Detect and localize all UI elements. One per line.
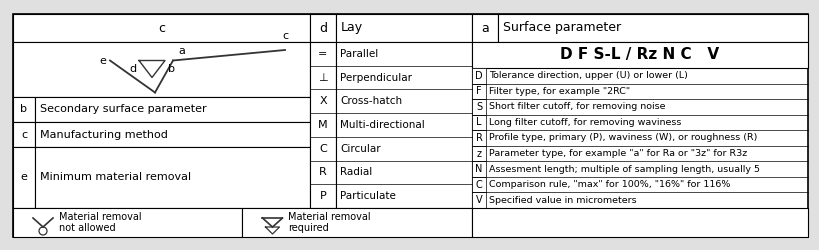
Bar: [13, 97, 35, 122]
Bar: [13, 42, 310, 97]
Text: b: b: [20, 104, 28, 115]
Text: Material removal
not allowed: Material removal not allowed: [59, 212, 142, 233]
Text: b: b: [168, 64, 174, 74]
Bar: [13, 147, 35, 208]
Bar: [13, 122, 35, 147]
Bar: [472, 115, 486, 130]
Text: Minimum material removal: Minimum material removal: [40, 172, 191, 182]
Bar: [310, 42, 336, 208]
Bar: [13, 208, 242, 237]
Text: z: z: [476, 148, 481, 158]
Text: Perpendicular: Perpendicular: [340, 72, 411, 83]
Bar: [472, 177, 486, 192]
Text: C: C: [319, 144, 327, 154]
Bar: [35, 122, 310, 147]
Bar: [336, 14, 472, 42]
Text: c: c: [158, 22, 165, 35]
Text: Profile type, primary (P), waviness (W), or roughness (R): Profile type, primary (P), waviness (W),…: [488, 134, 757, 142]
Text: Specified value in micrometers: Specified value in micrometers: [488, 196, 636, 205]
Text: C: C: [475, 180, 482, 190]
Bar: [13, 14, 310, 42]
Text: Parallel: Parallel: [340, 49, 378, 59]
Text: Filter type, for example "2RC": Filter type, for example "2RC": [488, 87, 629, 96]
Bar: [472, 99, 486, 115]
Bar: [472, 208, 807, 237]
Text: Secondary surface parameter: Secondary surface parameter: [40, 104, 206, 115]
Bar: [472, 42, 807, 68]
Text: N: N: [475, 164, 482, 174]
Text: Comparison rule, "max" for 100%, "16%" for 116%: Comparison rule, "max" for 100%, "16%" f…: [488, 180, 730, 189]
Bar: [35, 97, 310, 122]
Text: Lay: Lay: [341, 22, 363, 35]
Text: ⊥: ⊥: [318, 72, 328, 83]
Text: V: V: [475, 195, 482, 205]
Text: D F S-L / Rz N C   V: D F S-L / Rz N C V: [559, 48, 719, 62]
Text: P: P: [319, 191, 326, 201]
Text: S: S: [475, 102, 482, 112]
Text: D: D: [474, 71, 482, 81]
Text: Material removal
required: Material removal required: [288, 212, 371, 233]
Text: Tolerance direction, upper (U) or lower (L): Tolerance direction, upper (U) or lower …: [488, 71, 687, 80]
Text: d: d: [129, 64, 137, 74]
Bar: [472, 130, 486, 146]
Text: M: M: [318, 120, 328, 130]
Text: c: c: [282, 31, 287, 41]
Text: e: e: [20, 172, 27, 182]
Bar: [336, 42, 472, 208]
Text: d: d: [319, 22, 327, 35]
Bar: [13, 14, 807, 237]
Text: Radial: Radial: [340, 168, 372, 177]
Text: F: F: [476, 86, 482, 96]
Text: Short filter cutoff, for removing noise: Short filter cutoff, for removing noise: [488, 102, 665, 112]
Text: Assesment length; multiple of sampling length, usually 5: Assesment length; multiple of sampling l…: [488, 164, 759, 173]
Bar: [472, 192, 486, 208]
Text: R: R: [475, 133, 482, 143]
Bar: [242, 208, 472, 237]
Bar: [472, 14, 497, 42]
Text: X: X: [319, 96, 327, 106]
Text: a: a: [178, 46, 184, 56]
Bar: [472, 68, 486, 84]
Text: R: R: [319, 168, 327, 177]
Text: =: =: [318, 49, 328, 59]
Text: Long filter cutoff, for removing waviness: Long filter cutoff, for removing wavines…: [488, 118, 681, 127]
Text: Circular: Circular: [340, 144, 380, 154]
Text: e: e: [99, 56, 106, 66]
Bar: [497, 14, 807, 42]
Text: Surface parameter: Surface parameter: [502, 22, 620, 35]
Text: c: c: [21, 130, 27, 140]
Text: Particulate: Particulate: [340, 191, 396, 201]
Text: Manufacturing method: Manufacturing method: [40, 130, 168, 140]
Bar: [472, 146, 486, 161]
Bar: [35, 147, 310, 208]
Text: Cross-hatch: Cross-hatch: [340, 96, 401, 106]
Bar: [472, 84, 486, 99]
Bar: [310, 14, 336, 42]
Text: L: L: [476, 118, 482, 128]
Bar: [472, 161, 486, 177]
Text: Multi-directional: Multi-directional: [340, 120, 424, 130]
Text: Parameter type, for example "a" for Ra or "3z" for R3z: Parameter type, for example "a" for Ra o…: [488, 149, 746, 158]
Text: a: a: [481, 22, 488, 35]
